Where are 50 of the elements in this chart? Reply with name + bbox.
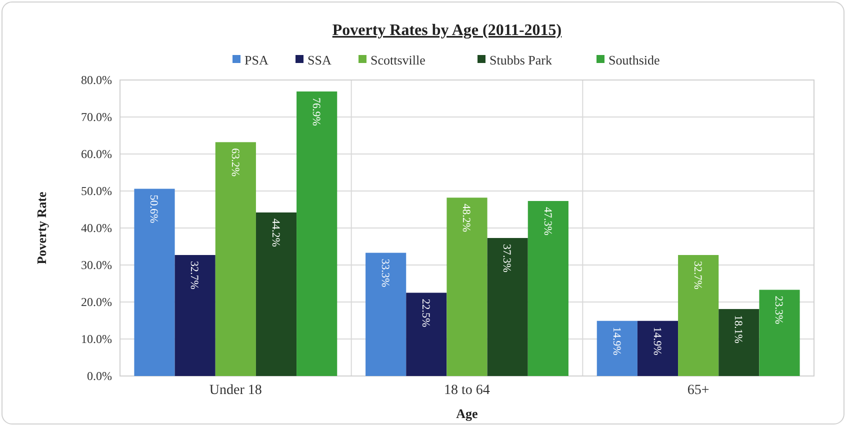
bar xyxy=(678,255,719,376)
data-label: 44.2% xyxy=(269,218,282,247)
data-label: 23.3% xyxy=(772,296,785,324)
data-label: 76.9% xyxy=(310,97,322,126)
x-axis-title: Age xyxy=(456,406,478,421)
legend-label: SSA xyxy=(308,52,332,68)
bar xyxy=(759,290,800,376)
y-tick-label: 70.0% xyxy=(81,110,112,124)
legend-label: Scottsville xyxy=(370,52,426,68)
bar xyxy=(215,142,256,376)
data-label: 32.7% xyxy=(691,261,704,290)
data-label: 33.3% xyxy=(378,258,391,288)
y-tick-label: 60.0% xyxy=(81,147,112,162)
bar xyxy=(596,320,638,376)
bar xyxy=(637,320,678,376)
data-label: 14.9% xyxy=(610,326,622,356)
bar xyxy=(528,200,568,376)
y-tick-label: 80.0% xyxy=(81,73,112,88)
y-tick-label: 10.0% xyxy=(81,332,112,346)
bar xyxy=(487,238,528,376)
y-tick-label: 40.0% xyxy=(81,221,112,236)
legend-label: Stubbs Park xyxy=(490,52,552,68)
bar xyxy=(134,188,175,376)
bar xyxy=(256,212,297,376)
bar xyxy=(174,255,216,376)
bar xyxy=(718,309,760,376)
data-label: 18.1% xyxy=(732,315,744,344)
x-tick-label: Under 18 xyxy=(209,383,262,398)
bar xyxy=(446,198,488,376)
x-tick-label: 65+ xyxy=(687,383,710,398)
data-label: 48.2% xyxy=(460,204,472,232)
data-label: 14.9% xyxy=(650,326,663,356)
legend-label: PSA xyxy=(244,52,269,68)
y-tick-label: 0.0% xyxy=(87,369,112,384)
data-label: 32.7% xyxy=(188,261,200,290)
y-tick-label: 30.0% xyxy=(81,258,112,272)
data-label: 47.3% xyxy=(541,206,554,236)
data-label: 37.3% xyxy=(500,244,513,272)
chart-title: Poverty Rates by Age (2011-2015) xyxy=(332,22,562,39)
y-axis-title: Poverty Rate xyxy=(34,192,49,264)
data-label: 63.2% xyxy=(228,148,241,177)
bar xyxy=(406,292,447,376)
y-tick-label: 20.0% xyxy=(81,295,112,310)
y-tick-label: 50.0% xyxy=(81,184,112,198)
x-tick-label: 18 to 64 xyxy=(444,383,490,398)
bar xyxy=(296,91,338,376)
bar xyxy=(366,252,406,376)
data-label: 22.5% xyxy=(420,298,432,328)
legend-label: Southside xyxy=(608,52,660,68)
data-label: 50.6% xyxy=(148,194,160,224)
